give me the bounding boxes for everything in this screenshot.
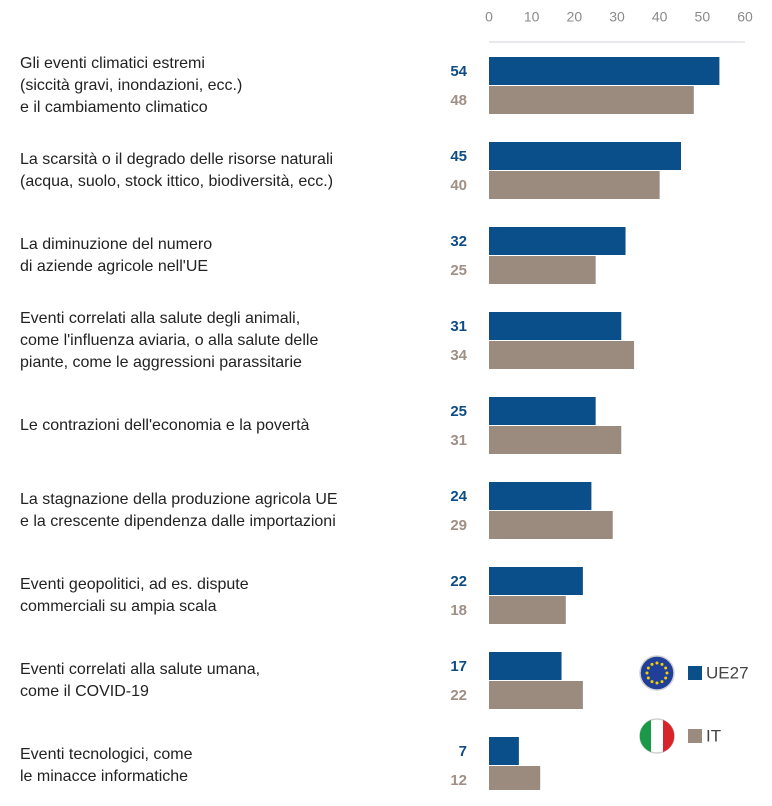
bar [489, 511, 613, 539]
legend-swatch [688, 666, 702, 680]
value-label: 34 [450, 347, 467, 364]
value-label: 45 [450, 148, 467, 165]
value-label: 25 [450, 403, 467, 420]
bar [489, 341, 635, 369]
legend-swatch [688, 729, 702, 743]
bar [489, 737, 519, 765]
value-label: 24 [450, 488, 467, 505]
category-label: Gli eventi climatici estremi (siccità gr… [20, 55, 243, 116]
category-label: La scarsità o il degrado delle risorse n… [20, 151, 334, 190]
flag-star [655, 661, 659, 665]
bar [489, 57, 720, 85]
eu-flag [639, 655, 675, 691]
legend-label: UE27 [706, 663, 749, 682]
it-flag-green [639, 720, 651, 752]
legend-label: IT [706, 726, 721, 745]
bar [489, 652, 562, 680]
bar [489, 681, 583, 709]
value-label: 22 [450, 687, 467, 704]
flag-star [650, 680, 654, 684]
category-label: La stagnazione della produzione agricola… [20, 491, 338, 530]
flag-star [660, 680, 664, 684]
category-label: Eventi geopolitici, ad es. dispute comme… [20, 576, 249, 615]
value-label: 22 [450, 573, 467, 590]
flag-star [646, 666, 650, 670]
category-label: Le contrazioni dell'economia e la povert… [20, 417, 310, 434]
category-label: Eventi correlati alla salute degli anima… [20, 310, 319, 371]
bar [489, 397, 596, 425]
value-label: 31 [450, 318, 467, 335]
x-tick-label: 10 [524, 9, 540, 25]
value-label: 7 [459, 743, 467, 760]
value-label: 25 [450, 262, 467, 279]
value-label: 54 [450, 63, 467, 80]
value-label: 17 [450, 658, 467, 675]
flag-star [645, 671, 649, 675]
bar [489, 426, 622, 454]
category-label: Eventi correlati alla salute umana, come… [20, 661, 261, 700]
it-flag-red [663, 720, 675, 752]
flag-star [660, 662, 664, 666]
x-tick-label: 30 [609, 9, 625, 25]
value-label: 18 [450, 602, 467, 619]
value-label: 31 [450, 432, 467, 449]
bar [489, 86, 694, 114]
bar [489, 312, 622, 340]
bar [489, 171, 660, 199]
value-label: 40 [450, 177, 467, 194]
value-label: 12 [450, 772, 467, 789]
x-tick-label: 0 [485, 9, 493, 25]
flag-star [664, 666, 668, 670]
value-label: 48 [450, 92, 467, 109]
flag-star [650, 662, 654, 666]
flag-star [665, 671, 669, 675]
bar [489, 596, 566, 624]
x-tick-label: 50 [695, 9, 711, 25]
value-label: 32 [450, 233, 467, 250]
bar [489, 142, 681, 170]
x-tick-label: 40 [652, 9, 668, 25]
flag-star [664, 676, 668, 680]
bar [489, 766, 541, 790]
category-label: La diminuzione del numero di aziende agr… [20, 236, 213, 275]
x-tick-label: 60 [737, 9, 753, 25]
bar [489, 227, 626, 255]
flag-star [646, 676, 650, 680]
bar [489, 256, 596, 284]
bar [489, 482, 592, 510]
flag-star [655, 681, 659, 685]
category-label: Eventi tecnologici, come le minacce info… [20, 746, 193, 785]
value-label: 29 [450, 517, 467, 534]
x-tick-label: 20 [567, 9, 583, 25]
bar [489, 567, 583, 595]
